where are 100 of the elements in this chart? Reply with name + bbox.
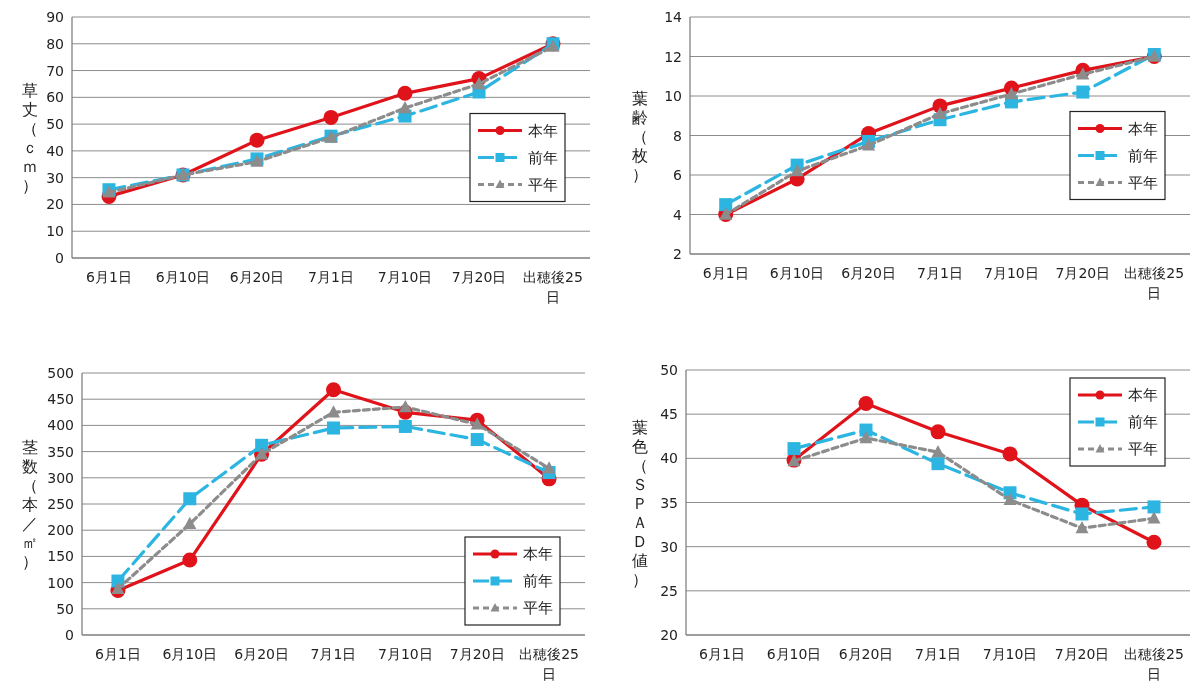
y-tick-label: 450: [47, 391, 74, 408]
point: [470, 433, 484, 447]
x-tick-label: 7月1日: [310, 646, 357, 662]
y-tick-label: 45: [660, 406, 678, 423]
point: [1146, 534, 1162, 550]
point: [858, 396, 874, 412]
y-axis-title: 茎数（本／㎡）: [22, 438, 38, 571]
y-tick-label: 8: [673, 127, 682, 144]
legend-label: 前年: [528, 148, 558, 167]
y-tick-label: 60: [46, 89, 64, 106]
y-tick-label: 0: [65, 627, 74, 643]
y-tick-label: 250: [47, 496, 74, 512]
x-tick-label: 6月1日: [95, 646, 141, 662]
y-tick-label: 80: [46, 35, 64, 52]
point: [327, 421, 340, 435]
point: [323, 109, 339, 125]
y-axis-title: 草丈（ｃｍ）: [22, 81, 38, 195]
legend-label: 前年: [1128, 413, 1158, 431]
point: [790, 163, 804, 177]
y-tick-label: 350: [47, 443, 74, 460]
x-tick-label: 7月1日: [917, 265, 963, 281]
x-tick-label: 6月20日: [838, 646, 894, 662]
x-tick-label: 6月1日: [702, 265, 749, 281]
point: [787, 442, 801, 456]
y-tick-label: 12: [664, 48, 682, 65]
point: [859, 430, 873, 444]
x-tick-label: 6月10日: [155, 269, 211, 285]
y-tick-label: 4: [673, 206, 683, 223]
x-tick-label: 7月10日: [982, 646, 1038, 662]
y-axis-title: 葉齢（枚）: [631, 88, 648, 184]
y-tick-label: 50: [660, 362, 678, 378]
x-tick-label: 6月10日: [769, 265, 825, 281]
y-tick-label: 70: [46, 62, 64, 79]
y-tick-label: 35: [660, 494, 678, 511]
y-tick-label: 20: [46, 196, 64, 213]
x-tick-label: 6月1日: [86, 269, 132, 285]
point: [398, 100, 412, 114]
point: [470, 417, 484, 430]
point: [398, 399, 412, 413]
point: [183, 516, 197, 530]
text: 葉色（ＳＰＡＤ値）: [632, 417, 648, 589]
y-tick-label: 10: [664, 88, 682, 104]
y-tick-label: 30: [46, 169, 64, 186]
legend-label: 平年: [1128, 440, 1158, 458]
y-tick-label: 40: [660, 450, 678, 467]
legend-label: 平年: [523, 599, 553, 617]
point: [1075, 507, 1089, 521]
x-tick-label: 出穂後25日: [519, 646, 579, 682]
x-tick-label: 出穂後25日: [523, 269, 583, 305]
y-tick-label: 2: [673, 246, 682, 262]
point: [1076, 67, 1090, 80]
point: [1147, 511, 1161, 524]
x-tick-label: 7月1日: [308, 269, 354, 285]
y-tick-label: 100: [47, 574, 74, 591]
legend-label: 前年: [523, 572, 553, 590]
point: [930, 424, 946, 440]
legend-label: 本年: [528, 121, 558, 140]
x-tick-label: 7月10日: [984, 265, 1039, 281]
x-tick-label: 6月20日: [229, 269, 285, 285]
y-tick-label: 200: [47, 522, 74, 539]
point: [183, 492, 197, 506]
x-tick-label: 7月10日: [377, 269, 433, 285]
legend-label: 本年: [523, 545, 553, 563]
point: [398, 419, 412, 433]
x-tick-label: 7月20日: [451, 269, 507, 285]
y-tick-label: 20: [660, 627, 678, 643]
point: [931, 445, 945, 458]
point: [326, 382, 341, 398]
y-tick-label: 0: [55, 250, 64, 266]
legend-label: 本年: [1128, 386, 1158, 404]
point: [249, 132, 265, 148]
y-tick-label: 40: [46, 142, 64, 159]
legend-label: 本年: [1128, 119, 1158, 138]
y-tick-label: 30: [660, 538, 678, 555]
x-tick-label: 出穂後25日: [1124, 265, 1185, 301]
point: [1004, 86, 1018, 100]
y-tick-label: 25: [660, 582, 678, 599]
y-tick-label: 50: [56, 600, 74, 617]
x-tick-label: 7月20日: [1054, 646, 1110, 662]
legend-label: 前年: [1128, 146, 1158, 165]
y-tick-label: 10: [46, 223, 64, 240]
point: [1002, 446, 1018, 462]
y-tick-label: 300: [47, 469, 74, 486]
point: [1076, 85, 1090, 99]
x-tick-label: 6月20日: [841, 265, 896, 281]
x-tick-label: 6月10日: [766, 646, 822, 662]
x-tick-label: 7月1日: [915, 646, 961, 662]
point: [182, 552, 198, 568]
x-tick-label: 7月20日: [449, 646, 505, 662]
point: [327, 405, 340, 418]
point: [933, 106, 947, 119]
x-tick-label: 出穂後25日: [1124, 646, 1184, 682]
x-tick-label: 6月20日: [234, 646, 290, 662]
legend-label: 平年: [528, 175, 558, 194]
x-tick-label: 6月10日: [162, 646, 218, 662]
legend-label: 平年: [1128, 173, 1158, 192]
point: [542, 461, 556, 474]
point: [1003, 492, 1017, 506]
y-tick-label: 500: [47, 365, 74, 381]
y-tick-label: 14: [664, 9, 683, 25]
